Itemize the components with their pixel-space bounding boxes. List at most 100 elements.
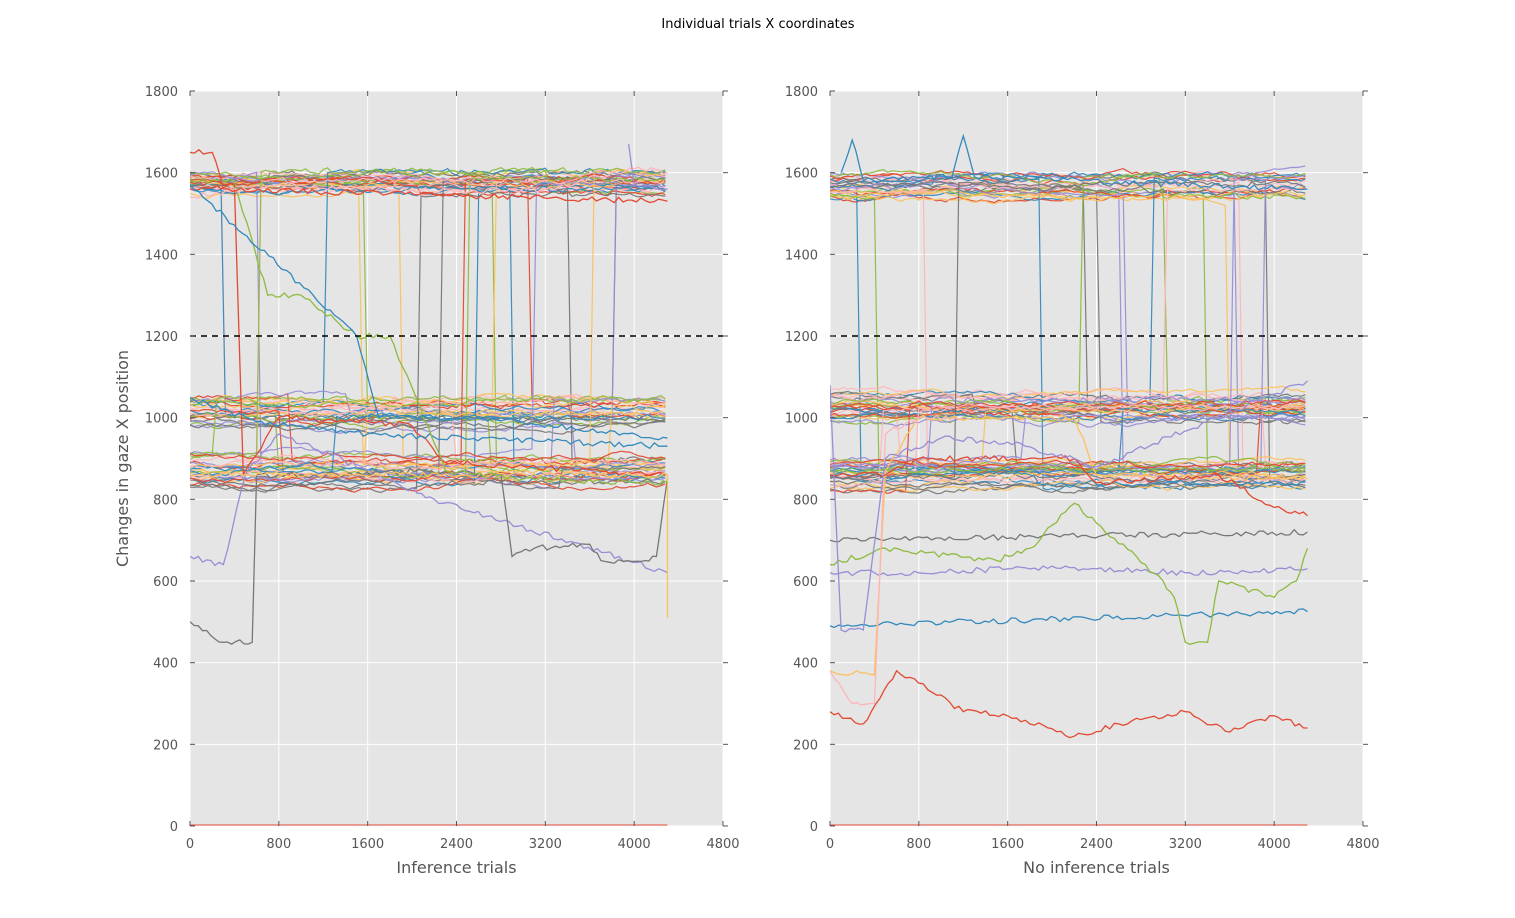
y-tick-label-1: 200 xyxy=(153,738,178,753)
series-group xyxy=(830,133,1309,826)
x-tick-label-5: 4000 xyxy=(1258,837,1291,852)
y-tick-label-2: 400 xyxy=(793,657,818,672)
trial-trace xyxy=(190,470,666,485)
trial-trace xyxy=(830,385,1306,401)
x-tick-label-2: 1600 xyxy=(991,837,1024,852)
trial-trace xyxy=(830,190,1306,204)
y-tick-label-3: 600 xyxy=(153,575,178,590)
trial-trace xyxy=(190,394,666,460)
trial-trace xyxy=(190,450,666,462)
x-tick-label-3: 2400 xyxy=(440,837,473,852)
series-line-9 xyxy=(627,144,668,191)
trial-trace xyxy=(190,178,666,190)
trial-trace xyxy=(190,175,666,479)
x-tick-label-5: 4000 xyxy=(618,837,651,852)
x-tick-label-6: 4800 xyxy=(1346,837,1379,852)
y-tick-label-5: 1000 xyxy=(785,412,818,427)
trial-trace xyxy=(190,176,666,479)
y-tick-label-4: 800 xyxy=(153,493,178,508)
series-line-3 xyxy=(830,528,1308,543)
x-tick-label-6: 4800 xyxy=(706,837,739,852)
y-tick-label-6: 1200 xyxy=(785,330,818,345)
trial-trace xyxy=(830,189,1306,201)
trial-trace xyxy=(190,396,666,409)
y-axis-label: Changes in gaze X position xyxy=(113,350,132,567)
series-line-8 xyxy=(840,133,1308,191)
series-line-4 xyxy=(830,414,1308,676)
trial-trace xyxy=(190,166,666,457)
figure-title: Individual trials X coordinates xyxy=(661,17,854,32)
trial-trace xyxy=(190,405,666,417)
trial-trace xyxy=(830,190,1306,480)
x-axis-label: No inference trials xyxy=(1023,858,1170,877)
series-line-2 xyxy=(190,433,668,574)
y-tick-label-9: 1800 xyxy=(785,85,818,100)
y-tick-label-5: 1000 xyxy=(145,412,178,427)
trial-trace xyxy=(830,404,1306,488)
trial-trace xyxy=(190,413,666,477)
trial-trace xyxy=(830,185,1306,399)
y-tick-label-1: 200 xyxy=(793,738,818,753)
trial-trace xyxy=(190,412,666,423)
trial-trace xyxy=(830,395,1306,469)
y-tick-label-9: 1800 xyxy=(145,85,178,100)
x-tick-label-1: 800 xyxy=(266,837,291,852)
series-line-4 xyxy=(190,471,669,618)
series-line-1 xyxy=(830,608,1308,629)
series-line-0 xyxy=(830,669,1308,739)
trial-trace xyxy=(190,178,666,424)
x-tick-label-0: 0 xyxy=(826,837,834,852)
series-line-7 xyxy=(190,148,668,204)
trial-trace xyxy=(830,168,1306,200)
trial-trace xyxy=(830,480,1306,494)
trial-trace xyxy=(190,167,666,408)
y-tick-label-0: 0 xyxy=(810,820,818,835)
x-tick-label-3: 2400 xyxy=(1080,837,1113,852)
series-line-2 xyxy=(830,565,1308,577)
left-subplot: 0 800 1600 2400 3200 4000 4800 0 200 400 600 800 100… xyxy=(113,85,740,877)
x-tick-label-2: 1600 xyxy=(351,837,384,852)
y-tick-label-4: 800 xyxy=(793,493,818,508)
y-tick-label-7: 1400 xyxy=(785,248,818,263)
series-line-5 xyxy=(830,502,1309,645)
trial-trace xyxy=(190,393,666,408)
series-line-0 xyxy=(190,182,668,478)
trial-trace xyxy=(190,397,666,490)
trial-trace xyxy=(830,180,1306,481)
trial-trace xyxy=(830,405,1306,489)
trial-trace xyxy=(830,391,1306,404)
x-tick-label-0: 0 xyxy=(186,837,194,852)
x-tick-label-1: 800 xyxy=(906,837,931,852)
trial-trace xyxy=(190,168,666,469)
trial-trace xyxy=(190,465,666,480)
x-tick-label-4: 3200 xyxy=(529,837,562,852)
series-line-8 xyxy=(190,184,668,441)
trial-trace xyxy=(190,417,666,430)
trial-trace xyxy=(830,414,1306,463)
x-tick-label-4: 3200 xyxy=(1169,837,1202,852)
y-tick-label-2: 400 xyxy=(153,657,178,672)
trial-trace xyxy=(190,180,666,459)
y-tick-label-6: 1200 xyxy=(145,330,178,345)
series-line-9 xyxy=(830,380,1308,633)
y-tick-label-3: 600 xyxy=(793,575,818,590)
trial-trace xyxy=(830,479,1306,492)
y-tick-label-0: 0 xyxy=(170,820,178,835)
trial-trace xyxy=(830,465,1306,477)
trial-trace xyxy=(830,472,1306,483)
series-line-5 xyxy=(190,178,668,486)
trial-trace xyxy=(830,402,1306,484)
series-line-1 xyxy=(190,396,668,450)
right-subplot: 0 800 1600 2400 3200 4000 4800 0 200 400 600 800 100… xyxy=(785,85,1380,877)
y-tick-label-8: 1600 xyxy=(145,167,178,182)
series-line-3 xyxy=(190,467,669,645)
series-group xyxy=(190,144,669,826)
series-line-7 xyxy=(830,454,1308,517)
trial-trace xyxy=(190,477,666,492)
y-tick-label-7: 1400 xyxy=(145,248,178,263)
trial-trace xyxy=(830,171,1306,192)
series-line-6 xyxy=(830,414,964,706)
trial-trace xyxy=(190,167,666,196)
y-tick-label-8: 1600 xyxy=(785,167,818,182)
